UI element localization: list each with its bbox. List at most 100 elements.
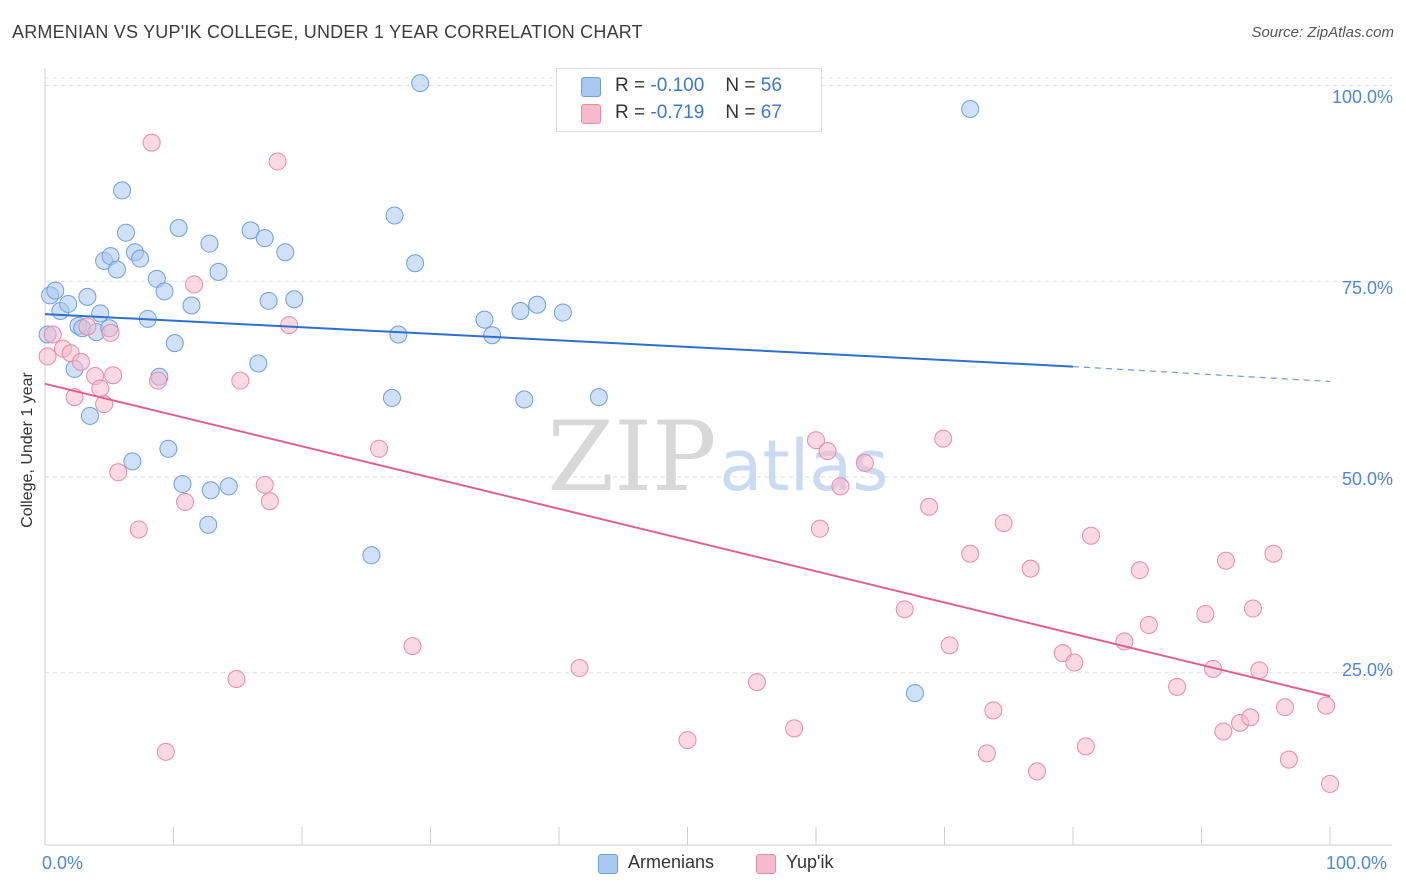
legend-r-label: R =	[615, 102, 646, 123]
chart-title: ARMENIAN VS YUP'IK COLLEGE, UNDER 1 YEAR…	[12, 22, 643, 42]
yupik-point	[1021, 559, 1040, 578]
armenians-point	[483, 326, 502, 345]
armenians-point	[113, 181, 132, 200]
yupik-point	[101, 323, 120, 342]
yupik-point	[818, 442, 837, 461]
armenians-point	[209, 262, 228, 281]
yupik-point	[109, 463, 128, 482]
yupik-point	[227, 670, 246, 689]
armenians-trend-line	[44, 313, 1074, 368]
armenians-point	[123, 452, 142, 471]
yupik-point	[1028, 762, 1047, 781]
yupik-point	[43, 325, 62, 344]
legend-text-armenians: R = -0.100 N = 56	[615, 75, 782, 97]
armenians-point	[961, 99, 980, 118]
legend-r-value: -0.100	[650, 75, 705, 96]
yupik-point	[994, 514, 1013, 533]
armenians-point	[107, 260, 126, 279]
yupik-point	[142, 133, 161, 152]
yupik-point	[807, 431, 825, 450]
bottom-legend-label-yupik: Yup'ik	[786, 852, 834, 872]
armenians-point	[285, 290, 304, 309]
yupik-point	[1279, 750, 1298, 769]
armenians-point	[131, 249, 150, 268]
yupik-point	[104, 366, 123, 385]
armenians-point	[389, 325, 408, 344]
armenians-point	[46, 281, 65, 300]
armenians-point	[182, 296, 201, 315]
y-tick-label-100: 100.0%	[1331, 87, 1393, 107]
watermark-zip: ZIP	[547, 401, 716, 513]
armenians-point	[59, 294, 78, 313]
armenians-point	[411, 74, 430, 93]
armenians-point	[255, 229, 274, 248]
bottom-legend-swatch-armenians	[598, 854, 618, 874]
armenians-point	[249, 354, 268, 373]
y-axis-label-wrap: College, Under 1 year	[16, 300, 40, 600]
yupik-point	[149, 371, 168, 390]
yupik-point	[678, 731, 697, 750]
source-label: Source: ZipAtlas.com	[1251, 24, 1394, 41]
yupik-point	[1168, 677, 1187, 696]
yupik-point	[1243, 599, 1262, 618]
armenians-trend-extension	[1072, 365, 1331, 383]
yupik-point	[176, 493, 195, 512]
armenians-point	[589, 388, 608, 407]
yupik-point	[1317, 696, 1336, 715]
y-tick-label-50: 50.0%	[1341, 469, 1393, 489]
data-points	[38, 74, 1339, 793]
yupik-point	[977, 744, 996, 763]
yupik-point	[855, 453, 874, 472]
yupik-point	[961, 544, 980, 563]
armenians-point	[78, 287, 97, 306]
y-tick-label-75: 75.0%	[1341, 278, 1393, 298]
watermark: ZIP atlas	[547, 401, 888, 513]
armenians-point	[241, 221, 260, 240]
yupik-point	[91, 379, 110, 398]
armenians-point	[553, 303, 572, 322]
legend-swatch-armenians	[581, 77, 601, 97]
yupik-point	[1196, 605, 1215, 624]
armenians-point	[165, 334, 184, 353]
yupik-point	[231, 371, 250, 390]
legend-n-label: N =	[725, 102, 756, 123]
yupik-point	[747, 673, 766, 692]
armenians-point	[511, 301, 530, 320]
armenians-point	[200, 234, 219, 253]
axes	[44, 68, 1392, 846]
legend-swatch-yupik	[581, 104, 601, 124]
yupik-point	[785, 719, 804, 738]
armenians-point	[276, 243, 295, 262]
yupik-point	[268, 152, 287, 171]
yupik-trend-line	[44, 382, 1331, 698]
yupik-point	[570, 659, 589, 678]
yupik-point	[1250, 661, 1269, 680]
armenians-point	[116, 223, 135, 242]
armenians-point	[475, 310, 494, 329]
correlation-legend: R = -0.100 N = 56 R = -0.719 N = 67	[556, 68, 822, 132]
trend-lines	[44, 313, 1331, 698]
yupik-point	[260, 492, 279, 511]
armenians-point	[80, 406, 99, 425]
yupik-point	[1214, 722, 1233, 741]
yupik-point	[129, 520, 148, 539]
x-tick-label-min: 0.0%	[42, 853, 84, 873]
legend-n-value: 67	[760, 102, 782, 123]
legend-text-yupik: R = -0.719 N = 67	[615, 102, 782, 124]
yupik-point	[984, 701, 1003, 720]
yupik-point	[1321, 774, 1339, 793]
armenians-point	[385, 206, 404, 225]
yupik-point	[255, 475, 274, 494]
yupik-point	[1139, 615, 1158, 634]
y-tick-label-25: 25.0%	[1341, 660, 1393, 680]
armenians-point	[159, 439, 178, 458]
yupik-point	[1241, 708, 1260, 727]
armenians-point	[362, 546, 381, 565]
yupik-point	[1216, 551, 1235, 570]
yupik-point	[934, 429, 953, 448]
armenians-point	[199, 515, 218, 534]
yupik-point	[280, 316, 299, 335]
armenians-point	[406, 254, 425, 273]
bottom-legend-label-armenians: Armenians	[628, 852, 715, 872]
